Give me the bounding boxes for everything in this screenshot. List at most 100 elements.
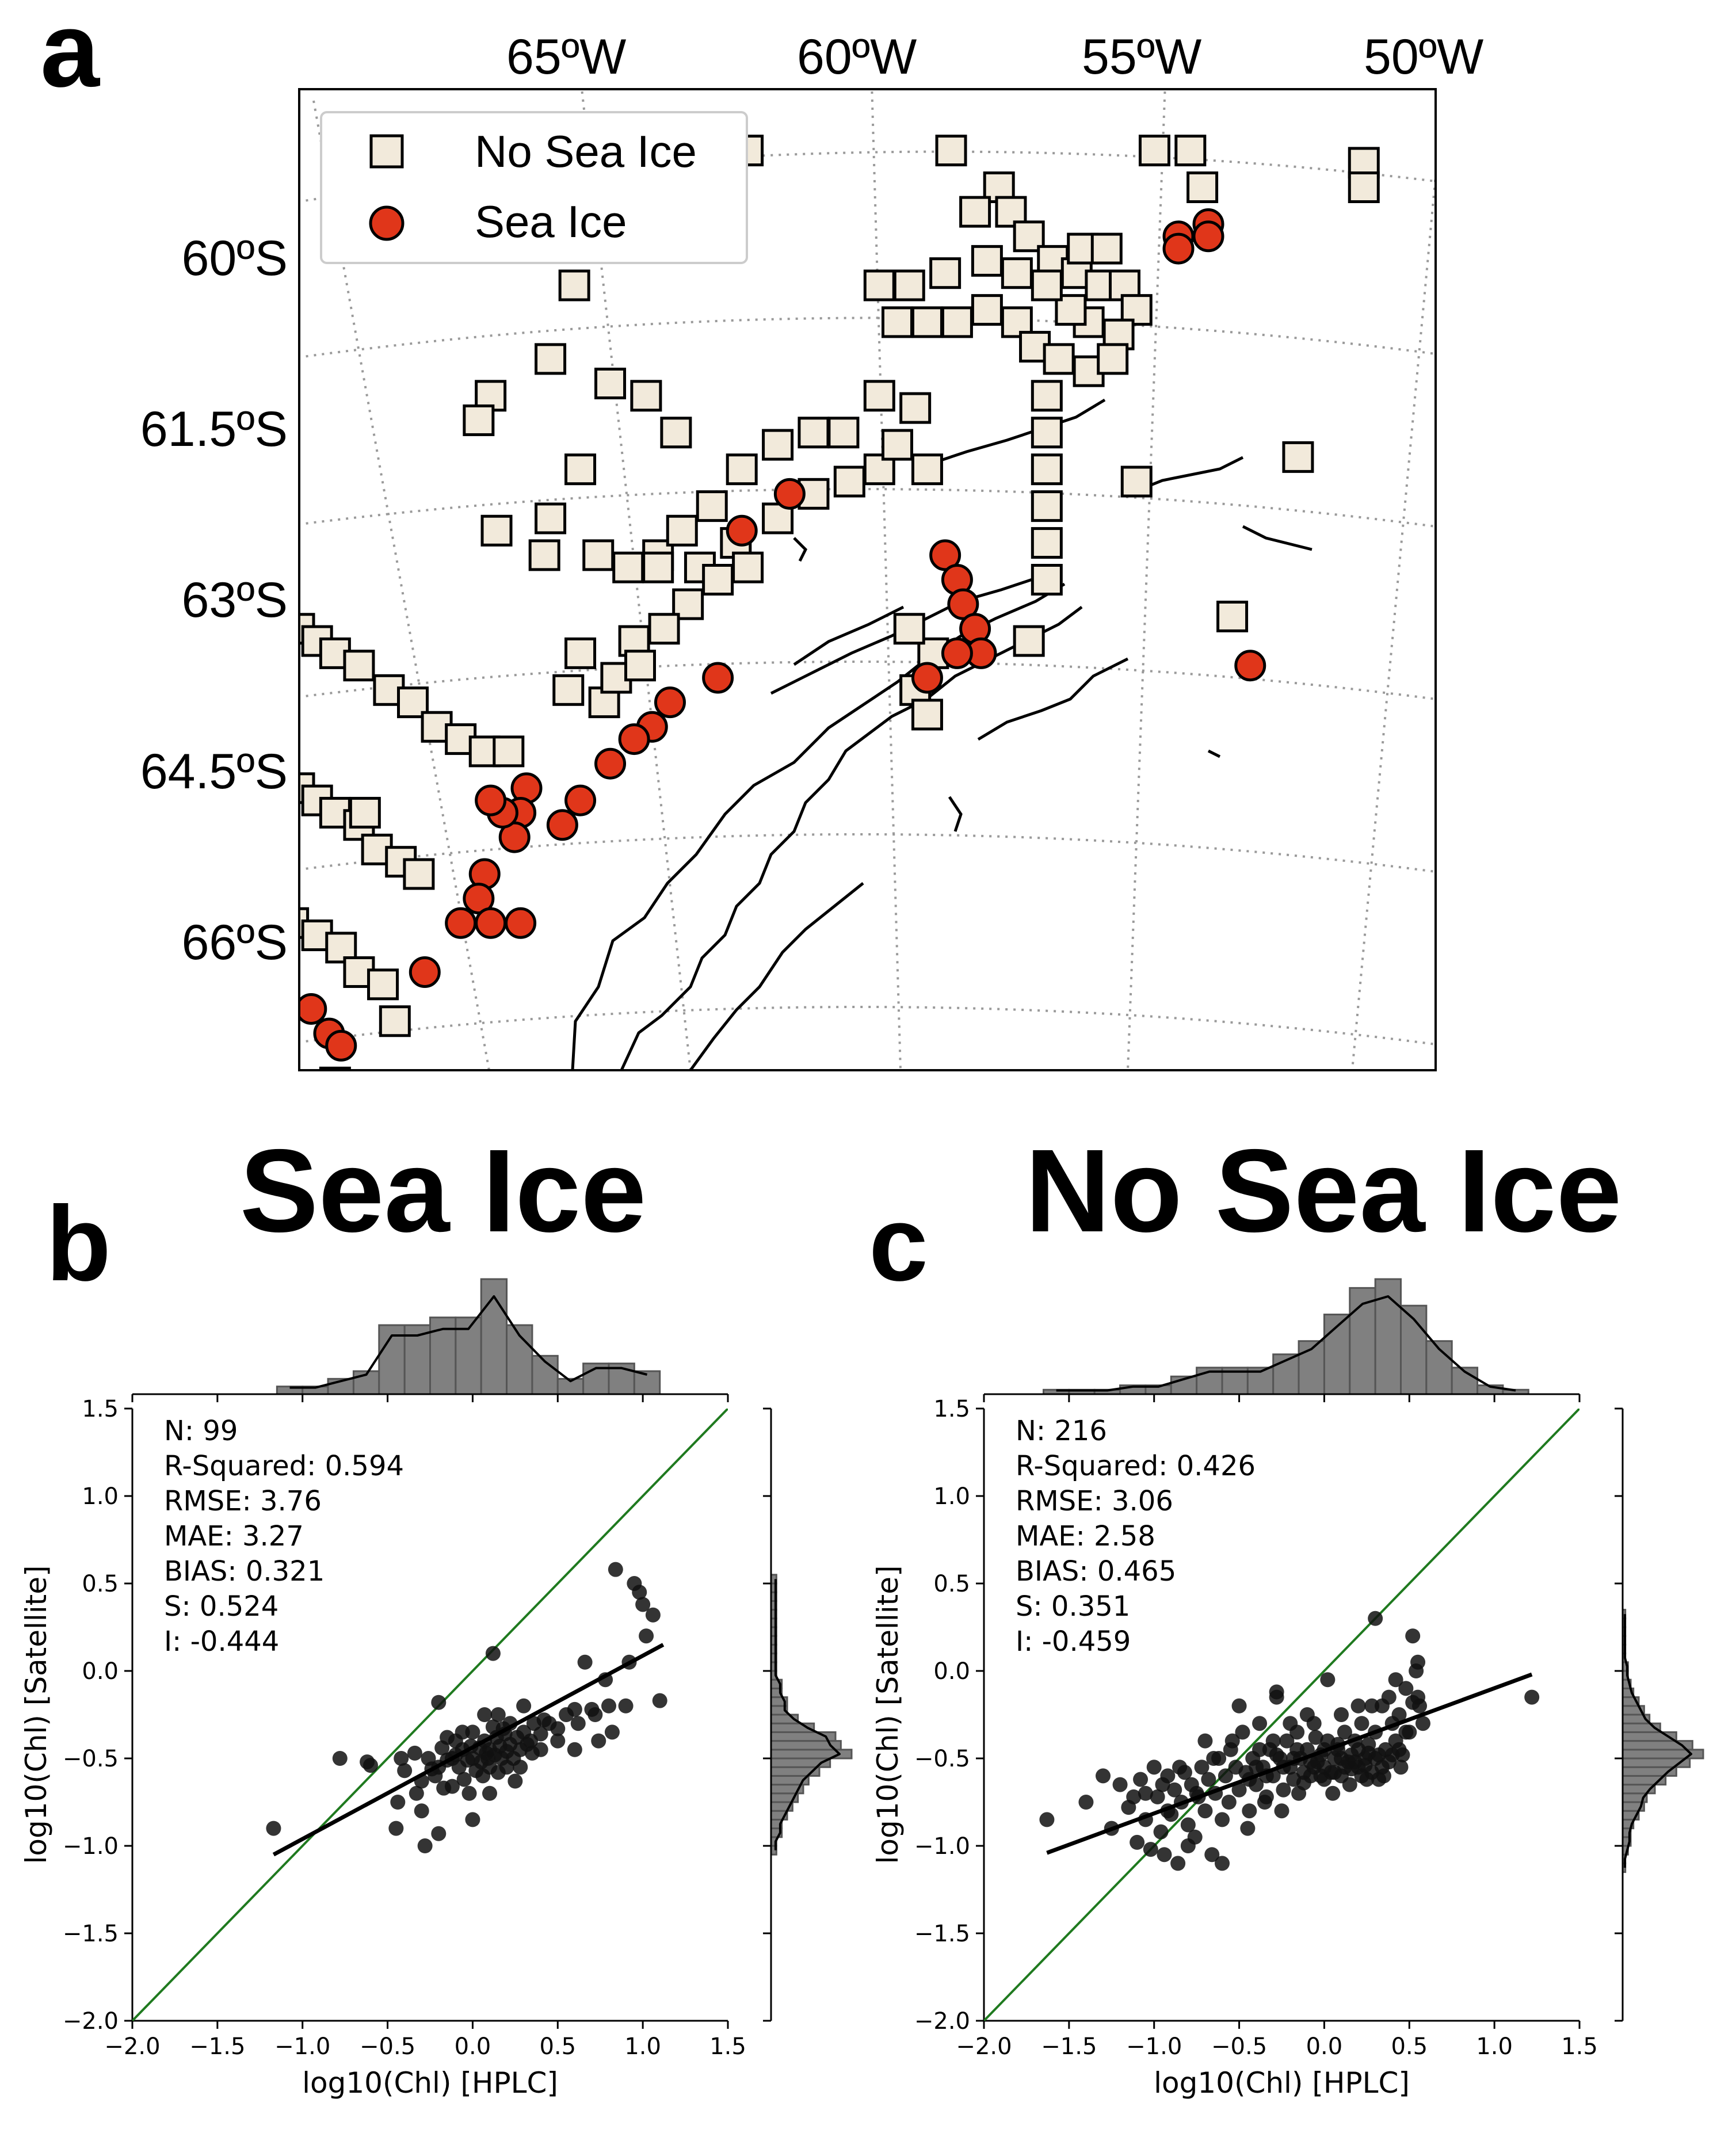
data-point [1257,1795,1272,1810]
station-no-sea-ice [893,613,925,645]
station-no-sea-ice [343,650,375,682]
legend-label-sea-ice: Sea Ice [475,196,627,247]
station-no-sea-ice [702,564,734,596]
data-point [1410,1654,1426,1670]
station-sea-ice [911,662,943,694]
x-histogram-bar [633,1370,661,1395]
data-point [1180,1817,1196,1833]
station-no-sea-ice [935,135,967,167]
meridian [312,100,490,1070]
y-tick-label: 0.5 [82,1571,119,1597]
data-point [434,1740,450,1756]
station-no-sea-ice [893,269,925,302]
data-point [414,1803,429,1819]
data-point [1364,1698,1380,1714]
stat-line: S: 0.351 [1016,1590,1130,1623]
station-sea-ice [726,514,758,547]
data-point [1325,1785,1341,1801]
data-point [601,1698,616,1714]
station-sea-ice [1162,232,1195,265]
stat-line: BIAS: 0.465 [1016,1555,1176,1588]
south-shetland-north [793,605,905,666]
data-point [1201,1772,1216,1787]
data-point [1218,1768,1233,1784]
stat-line: BIAS: 0.321 [164,1555,325,1588]
meridian [871,89,902,1070]
station-no-sea-ice [1174,135,1207,167]
data-point [1146,1760,1162,1775]
map-frame [298,88,1437,1071]
data-point [1204,1847,1220,1863]
y-tick-label: 1.5 [933,1396,970,1422]
data-point [397,1763,413,1779]
stat-line: I: -0.459 [1016,1625,1131,1658]
station-no-sea-ice [971,245,1003,277]
data-point [1150,1789,1165,1804]
data-point [1242,1803,1257,1819]
y-histogram-kde [1623,1614,1692,1868]
data-point [332,1751,348,1766]
station-sea-ice [1234,650,1266,682]
data-point [1354,1768,1369,1784]
parallel [299,661,1436,700]
parallel [299,833,1436,873]
y-tick-label: −1.0 [63,1833,119,1860]
data-point [1350,1698,1366,1714]
stat-line: S: 0.524 [164,1590,278,1623]
station-no-sea-ice [535,343,567,375]
data-point [465,1812,480,1827]
y-tick-label: 1.0 [933,1483,970,1510]
data-point [461,1785,477,1801]
station-sea-ice [618,723,650,755]
data-point [1155,1777,1170,1792]
x-tick-label: 0.0 [1306,2033,1343,2060]
x-histogram-kde [1056,1295,1516,1392]
legend-square-marker [369,134,404,169]
x-axis-label: log10(Chl) [HPLC] [302,2066,558,2100]
station-no-sea-ice [911,306,943,338]
islet [793,537,808,562]
station-no-sea-ice [594,368,627,399]
data-point [1398,1681,1414,1696]
stat-line: I: -0.444 [164,1625,279,1658]
y-tick-label: 1.0 [82,1483,119,1510]
x-tick-label: 0.0 [455,2033,491,2060]
x-tick-label: 1.0 [1476,2033,1513,2060]
parallel [299,1006,1436,1045]
data-point [1143,1842,1158,1857]
data-point [1388,1672,1403,1688]
data-point [632,1585,647,1600]
x-tick-label: −1.0 [274,2033,330,2060]
panel-b-letter: b [46,1185,111,1303]
station-no-sea-ice [463,404,495,436]
legend-label-no-sea-ice: No Sea Ice [475,126,697,177]
data-point [1296,1775,1311,1791]
data-point [1524,1689,1540,1705]
data-point [1393,1760,1409,1775]
stat-line: N: 99 [164,1415,238,1447]
data-point [639,1628,654,1644]
plot-content [984,1409,1579,2021]
king-george-island [932,398,1106,465]
data-point [1269,1747,1284,1762]
map-legend: No Sea Ice Sea Ice [320,111,748,264]
y-tick-label: −1.0 [914,1833,970,1860]
data-point [1405,1628,1421,1644]
james-ross-island [977,657,1129,741]
map-plot-area [299,89,1436,1070]
stat-line: R-Squared: 0.594 [164,1450,404,1482]
seymour-island [948,796,963,832]
data-point [1342,1777,1357,1792]
panel-c-title: No Sea Ice [1025,1125,1622,1257]
one-to-one-line [132,1409,728,2021]
station-no-sea-ice [403,858,435,890]
data-point [1167,1782,1182,1798]
station-sea-ice [546,809,578,841]
station-no-sea-ice [1090,232,1123,265]
islet [1207,749,1221,758]
data-point [1415,1716,1430,1731]
y-tick-label: −0.5 [914,1746,970,1772]
panel-b: b Sea Ice −2.0 −1.5 −1.0 −0.5 0.0 0.5 1.0 1.5−2… [20,1125,853,2100]
data-point [1398,1724,1414,1740]
data-point [1197,1803,1213,1819]
